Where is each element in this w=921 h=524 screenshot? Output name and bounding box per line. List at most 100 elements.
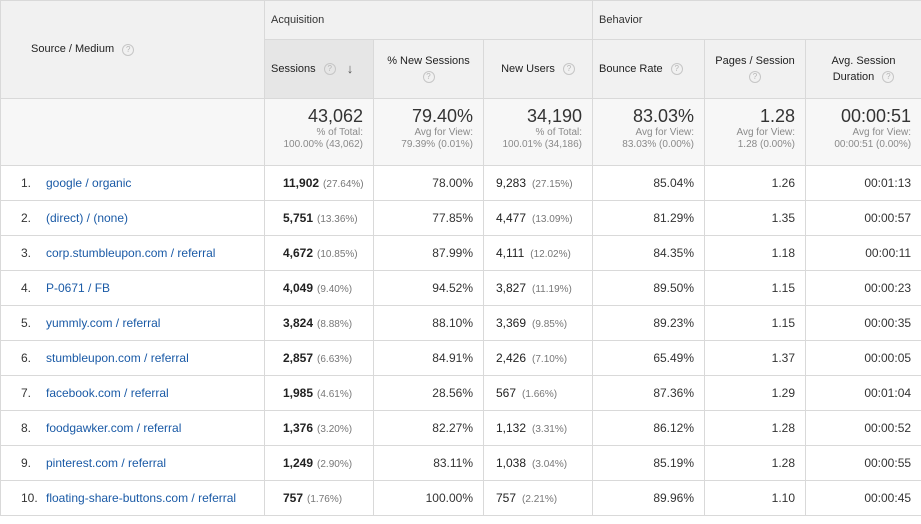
pages-session-value: 1.18	[771, 246, 796, 260]
new-users-percent: (12.02%)	[530, 249, 571, 260]
new-sessions-column-header[interactable]: % New Sessions ?	[373, 39, 484, 99]
new-users-value: 567	[496, 386, 517, 400]
new-users-cell: 4,477 (13.09%)	[482, 200, 594, 236]
source-medium-link[interactable]: (direct) / (none)	[46, 211, 129, 225]
total-value: 34,190	[526, 106, 583, 126]
total-avg-duration: 00:00:51 Avg for View: 00:00:51 (0.00%)	[805, 98, 921, 166]
table-row: 8. foodgawker.com / referral 1,376 (3.20%) 8…	[0, 410, 921, 446]
sessions-percent: (4.61%)	[317, 389, 353, 400]
sessions-percent: (3.20%)	[317, 424, 353, 435]
source-cell: 7. facebook.com / referral	[0, 375, 265, 411]
bounce-rate-value: 85.04%	[653, 176, 695, 190]
source-medium-link[interactable]: corp.stumbleupon.com / referral	[46, 246, 216, 260]
new-users-cell: 3,827 (11.19%)	[482, 270, 594, 306]
totals-row: 43,062 % of Total: 100.00% (43,062) 79.4…	[0, 98, 921, 166]
total-caption: Avg for View:	[414, 127, 473, 138]
source-medium-link[interactable]: floating-share-buttons.com / referral	[46, 491, 237, 505]
sessions-header-label: Sessions	[271, 62, 316, 75]
row-index: 7.	[21, 386, 32, 400]
sessions-cell: 3,824 (8.88%)	[264, 305, 374, 341]
total-detail: 1.28 (0.00%)	[737, 139, 796, 150]
new-users-percent: (1.66%)	[522, 389, 558, 400]
source-medium-link[interactable]: facebook.com / referral	[46, 386, 169, 400]
help-icon[interactable]: ?	[422, 71, 435, 84]
sessions-percent: (10.85%)	[317, 249, 358, 260]
bounce-rate-cell: 84.35%	[592, 235, 706, 271]
sessions-value: 5,751	[283, 211, 314, 225]
new-users-header-label: New Users	[501, 63, 555, 75]
avg-duration-value: 00:00:35	[864, 316, 912, 330]
source-medium-header[interactable]: Source / Medium ?	[0, 0, 265, 99]
new-users-cell: 1,038 (3.04%)	[482, 445, 594, 481]
avg-duration-value: 00:00:05	[864, 351, 912, 365]
total-caption: % of Total:	[535, 127, 583, 138]
total-value: 00:00:51	[840, 106, 912, 126]
help-icon[interactable]: ?	[882, 71, 895, 84]
row-index: 4.	[21, 281, 32, 295]
new-sessions-cell: 83.11%	[373, 445, 484, 481]
pages-session-value: 1.28	[771, 421, 796, 435]
bounce-rate-value: 86.12%	[653, 421, 695, 435]
avg-duration-column-header[interactable]: Avg. Session Duration ?	[805, 39, 921, 99]
help-icon[interactable]: ?	[323, 63, 336, 76]
row-index: 3.	[21, 246, 32, 260]
sessions-value: 757	[283, 491, 304, 505]
sessions-cell: 5,751 (13.36%)	[264, 200, 374, 236]
new-users-value: 4,477	[496, 211, 527, 225]
new-users-percent: (11.19%)	[532, 284, 572, 295]
bounce-rate-column-header[interactable]: Bounce Rate ?	[592, 39, 706, 99]
total-pages-session: 1.28 Avg for View: 1.28 (0.00%)	[704, 98, 807, 166]
sessions-column-header[interactable]: Sessions ? ↓	[264, 39, 374, 99]
avg-duration-value: 00:01:13	[864, 176, 912, 190]
pages-session-column-header[interactable]: Pages / Session ?	[704, 39, 807, 99]
avg-duration-value: 00:01:04	[864, 386, 912, 400]
sessions-percent: (2.90%)	[317, 459, 353, 470]
table-row: 6. stumbleupon.com / referral 2,857 (6.63%)…	[0, 340, 921, 376]
avg-duration-value: 00:00:55	[864, 456, 912, 470]
avg-duration-header-label-line2: Duration	[832, 71, 875, 83]
bounce-rate-value: 85.19%	[653, 456, 695, 470]
sessions-percent: (8.88%)	[317, 319, 353, 330]
source-medium-link[interactable]: stumbleupon.com / referral	[46, 351, 189, 365]
sessions-cell: 757 (1.76%)	[264, 480, 374, 516]
sessions-cell: 4,672 (10.85%)	[264, 235, 374, 271]
new-users-percent: (27.15%)	[532, 179, 573, 190]
source-cell: 9. pinterest.com / referral	[0, 445, 265, 481]
bounce-rate-cell: 65.49%	[592, 340, 706, 376]
help-icon[interactable]: ?	[122, 43, 135, 56]
sessions-percent: (13.36%)	[317, 214, 358, 225]
acquisition-group-header: Acquisition	[263, 0, 594, 40]
sessions-value: 4,049	[283, 281, 314, 295]
new-users-value: 1,132	[496, 421, 527, 435]
sessions-cell: 1,985 (4.61%)	[264, 375, 374, 411]
help-icon[interactable]: ?	[670, 63, 683, 76]
sort-descending-icon[interactable]: ↓	[346, 61, 354, 77]
sessions-percent: (6.63%)	[317, 354, 353, 365]
source-medium-link[interactable]: foodgawker.com / referral	[46, 421, 182, 435]
pages-session-cell: 1.28	[704, 410, 807, 446]
pages-session-cell: 1.10	[704, 480, 807, 516]
new-sessions-value: 82.27%	[432, 421, 473, 435]
new-users-column-header[interactable]: New Users ?	[482, 39, 594, 99]
source-medium-link[interactable]: P-0671 / FB	[46, 281, 111, 295]
new-sessions-value: 100.00%	[425, 491, 473, 505]
sessions-value: 11,902	[283, 176, 320, 190]
pages-session-value: 1.28	[771, 456, 796, 470]
source-medium-link[interactable]: yummly.com / referral	[46, 316, 161, 330]
new-sessions-value: 84.91%	[432, 351, 473, 365]
source-medium-link[interactable]: pinterest.com / referral	[46, 456, 167, 470]
total-bounce-rate: 83.03% Avg for View: 83.03% (0.00%)	[592, 98, 706, 166]
sessions-percent: (9.40%)	[317, 284, 353, 295]
total-new-users: 34,190 % of Total: 100.01% (34,186)	[482, 98, 594, 166]
behavior-group-header: Behavior	[592, 0, 921, 40]
row-index: 8.	[21, 421, 32, 435]
pages-session-value: 1.35	[771, 211, 796, 225]
source-medium-link[interactable]: google / organic	[46, 176, 132, 190]
help-icon[interactable]: ?	[749, 71, 762, 84]
bounce-rate-value: 65.49%	[653, 351, 695, 365]
source-cell: 1. google / organic	[0, 165, 265, 201]
pages-session-value: 1.15	[771, 281, 796, 295]
pages-session-value: 1.37	[771, 351, 796, 365]
help-icon[interactable]: ?	[562, 63, 575, 76]
